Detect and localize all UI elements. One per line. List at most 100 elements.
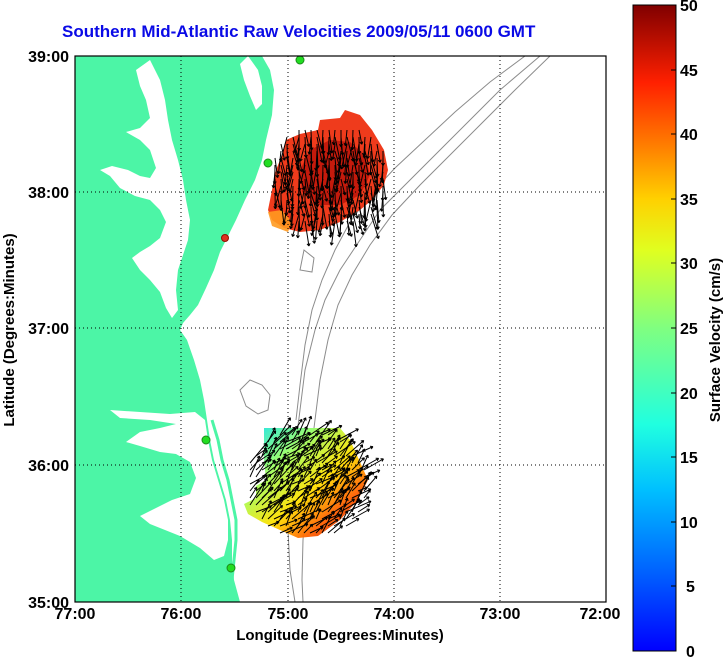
velocity-arrow — [313, 220, 318, 240]
velocity-arrow — [315, 508, 322, 520]
velocity-arrow — [279, 453, 287, 464]
velocity-arrow — [267, 467, 284, 492]
velocity-arrow — [352, 220, 358, 248]
velocity-arrow — [285, 442, 311, 457]
velocity-arrow — [348, 206, 354, 225]
velocity-arrow — [303, 462, 312, 478]
colorbar — [632, 4, 677, 652]
x-tick-label: 75:00 — [268, 606, 309, 623]
velocity-arrow — [340, 178, 347, 196]
velocity-arrow — [345, 469, 360, 478]
velocity-arrow — [267, 432, 287, 450]
velocity-arrow — [351, 445, 374, 457]
velocity-arrow — [285, 460, 296, 485]
velocity-arrow — [339, 432, 351, 450]
velocity-arrow — [339, 449, 359, 471]
velocity-arrow — [346, 171, 353, 188]
x-tick-labels: 77:00 76:00 75:00 74:00 73:00 72:00 — [55, 606, 621, 623]
velocity-arrow — [329, 220, 336, 246]
velocity-arrow — [351, 457, 365, 471]
velocity-arrow — [345, 498, 355, 506]
velocity-arrow — [357, 448, 366, 464]
velocity-arrow — [357, 504, 371, 513]
velocity-arrow — [291, 440, 305, 457]
velocity-arrow — [291, 446, 314, 464]
velocity-arrow — [334, 199, 341, 216]
station-marker-alert[interactable] — [221, 234, 229, 242]
velocity-arrow — [249, 449, 268, 471]
velocity-arrow — [352, 199, 359, 219]
velocity-arrow — [315, 419, 332, 443]
x-tick-label: 74:00 — [374, 606, 415, 623]
colorbar-tick-label: 0 — [686, 644, 695, 659]
velocity-arrow — [327, 517, 346, 534]
y-tick-labels: 39:00 38:00 37:00 36:00 35:00 — [28, 49, 69, 612]
velocity-arrow — [331, 143, 336, 160]
velocity-arrow — [304, 129, 311, 147]
velocity-arrow — [327, 455, 338, 464]
velocity-arrow — [321, 514, 342, 527]
velocity-arrow — [375, 206, 380, 230]
velocity-arrow — [255, 454, 272, 478]
velocity-arrow — [339, 440, 352, 464]
velocity-vectors — [249, 129, 388, 534]
y-tick-label: 39:00 — [28, 49, 69, 66]
velocity-arrow — [249, 483, 265, 506]
velocity-arrow — [351, 472, 372, 492]
velocity-arrow — [271, 171, 276, 189]
velocity-arrow — [303, 478, 314, 485]
velocity-arrow — [249, 479, 260, 492]
station-marker[interactable] — [226, 563, 236, 573]
velocity-arrow — [357, 454, 369, 478]
x-tick-label: 77:00 — [55, 606, 96, 623]
velocity-arrow — [315, 474, 339, 485]
colorbar-tick-labels: 50 45 40 35 30 25 20 15 10 5 0 — [680, 0, 698, 659]
colorbar-label: Surface Velocity (cm/s) — [707, 258, 724, 422]
velocity-arrow — [309, 421, 330, 436]
velocity-arrow — [339, 474, 347, 485]
velocity-arrow — [339, 467, 351, 478]
velocity-arrow — [291, 213, 300, 238]
velocity-arrow — [327, 491, 335, 506]
velocity-arrow — [279, 178, 284, 194]
velocity-arrow — [309, 430, 320, 443]
velocity-arrow — [303, 485, 312, 506]
velocity-arrow — [321, 424, 343, 436]
velocity-arrow — [378, 171, 384, 188]
velocity-arrow — [274, 157, 280, 178]
velocity-arrow — [331, 206, 336, 222]
velocity-arrow — [309, 466, 321, 492]
velocity-arrow — [291, 430, 300, 443]
velocity-arrow — [343, 129, 348, 147]
velocity-arrow — [255, 474, 268, 485]
velocity-arrow — [351, 444, 364, 464]
velocity-arrow — [352, 213, 360, 234]
velocity-arrow — [351, 466, 363, 485]
velocity-arrow — [343, 164, 348, 184]
velocity-arrow — [289, 213, 294, 230]
velocity-arrow — [304, 206, 312, 227]
map-title: Southern Mid-Atlantic Raw Velocities 200… — [62, 22, 536, 41]
velocity-arrow — [273, 478, 284, 499]
velocity-arrow — [345, 498, 360, 520]
velocity-arrow — [321, 448, 337, 464]
velocity-arrow — [273, 457, 281, 471]
velocity-arrow — [376, 143, 382, 163]
velocity-arrow — [321, 437, 332, 450]
velocity-arrow — [309, 502, 316, 513]
velocity-arrow — [249, 442, 267, 464]
station-marker[interactable] — [201, 435, 211, 445]
station-marker[interactable] — [263, 158, 273, 168]
velocity-arrow — [303, 501, 313, 520]
station-marker[interactable] — [295, 56, 305, 65]
velocity-arrow — [279, 417, 291, 436]
velocity-arrow — [279, 526, 293, 534]
velocity-arrow — [298, 157, 304, 173]
velocity-arrow — [351, 490, 363, 513]
velocity-arrow — [261, 477, 268, 492]
velocity-arrow — [321, 473, 334, 499]
velocity-arrow — [249, 486, 258, 499]
velocity-arrow — [276, 150, 282, 175]
velocity-arrow — [345, 500, 372, 513]
velocity-arrow — [279, 436, 290, 457]
